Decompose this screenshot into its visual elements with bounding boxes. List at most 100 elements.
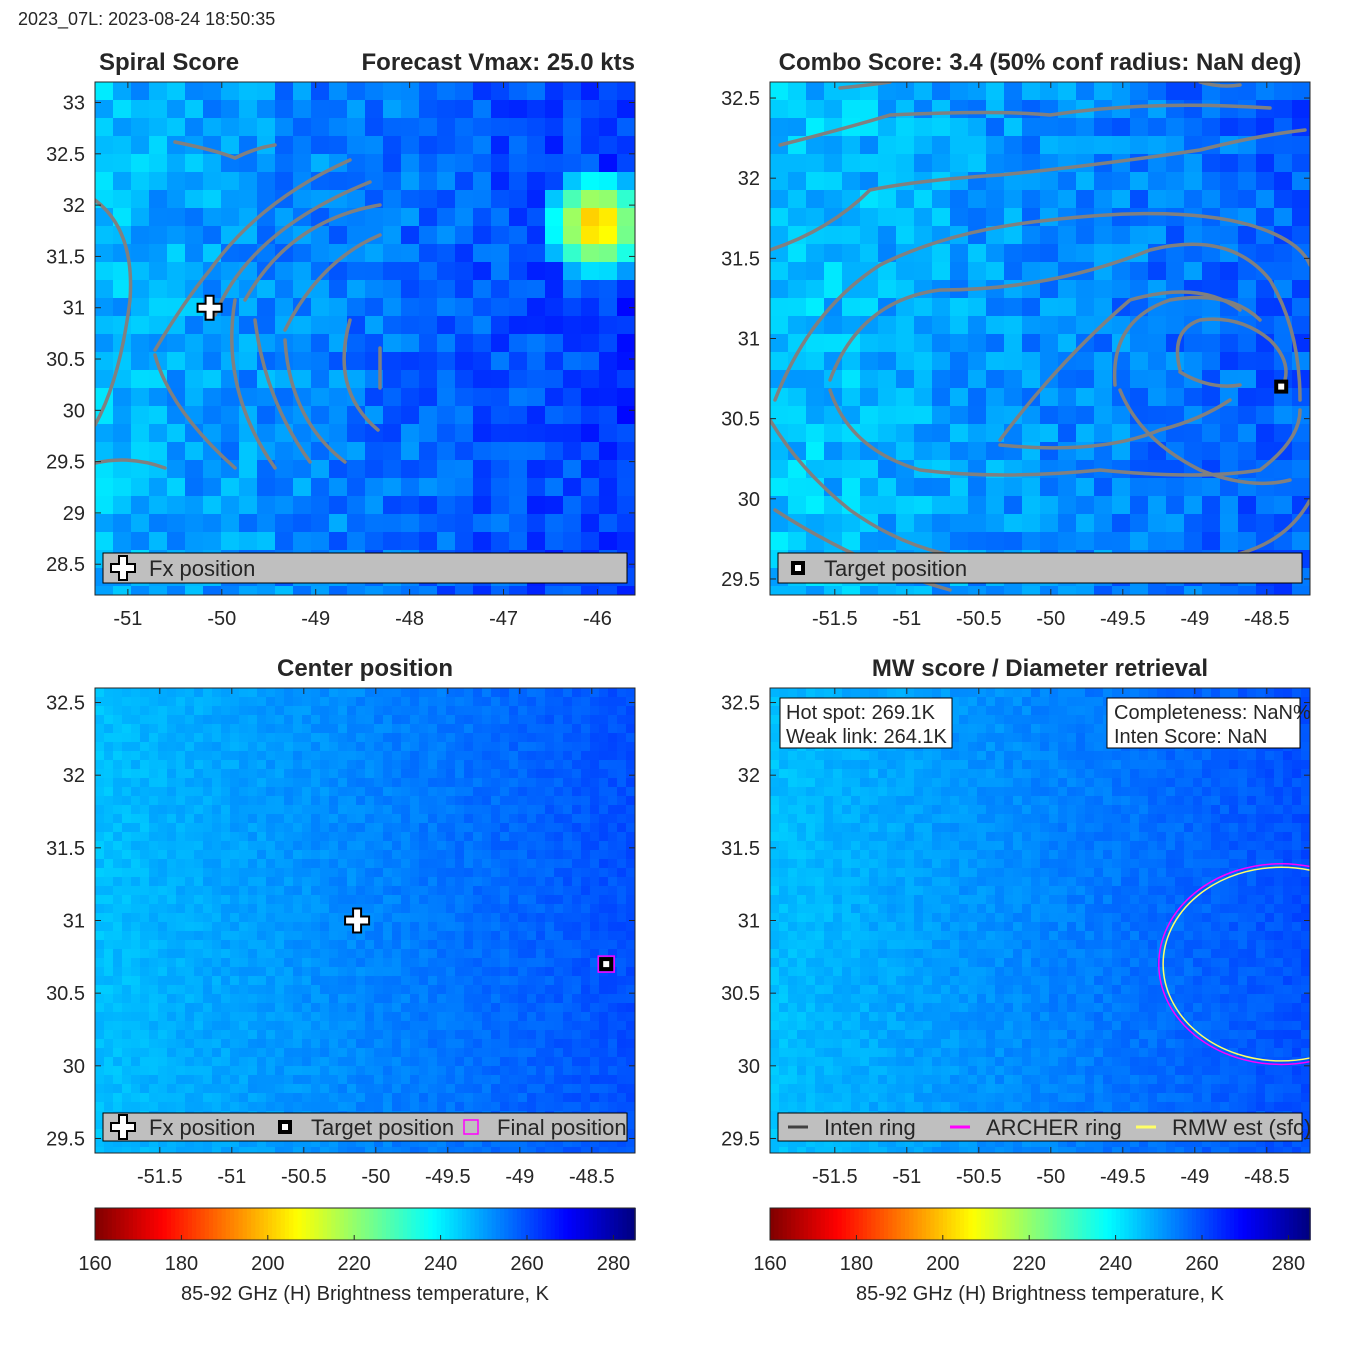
tb-cell [113, 886, 123, 896]
tb-cell [185, 100, 204, 119]
tb-cell [464, 715, 474, 725]
tb-cell [617, 958, 627, 968]
tb-cell [374, 895, 384, 905]
tb-cell [617, 460, 635, 479]
tb-cell [410, 1039, 420, 1049]
tb-cell [347, 922, 357, 932]
tb-cell [257, 586, 276, 595]
tb-cell [329, 733, 339, 743]
tb-cell [446, 751, 456, 761]
tb-cell [581, 904, 591, 914]
tb-cell [518, 814, 528, 824]
tb-cell [140, 1084, 150, 1094]
tb-cell [491, 334, 510, 353]
tb-cell [572, 850, 582, 860]
tb-cell [95, 760, 105, 770]
tb-cell [770, 532, 789, 551]
tb-cell [1148, 190, 1167, 209]
tb-cell [194, 1012, 204, 1022]
tb-cell [149, 913, 159, 923]
tb-cell [275, 931, 285, 941]
tb-cell [599, 769, 609, 779]
tb-cell [473, 262, 492, 281]
tb-cell [383, 1075, 393, 1085]
tb-cell [383, 796, 393, 806]
tb-cell [563, 1039, 573, 1049]
tb-cell [104, 922, 114, 932]
tb-cell [365, 886, 375, 896]
tb-cell [113, 118, 132, 137]
tb-cell [293, 949, 303, 959]
tb-cell [590, 769, 600, 779]
tb-cell [203, 958, 213, 968]
tb-cell [392, 1084, 402, 1094]
tb-cell [410, 832, 420, 842]
tb-cell [230, 922, 240, 932]
tb-cell [572, 769, 582, 779]
tb-cell [122, 877, 132, 887]
tb-cell [788, 442, 807, 461]
tb-cell [788, 298, 807, 317]
tb-cell [284, 931, 294, 941]
tb-cell [446, 1084, 456, 1094]
tb-cell [401, 1048, 411, 1058]
tb-cell [131, 706, 141, 716]
tb-cell [617, 226, 635, 245]
tb-cell [131, 1012, 141, 1022]
tb-cell [1040, 118, 1059, 137]
tb-cell [473, 850, 483, 860]
tb-cell [554, 814, 564, 824]
tb-cell [311, 958, 321, 968]
tb-cell [617, 478, 635, 497]
tb-cell [194, 931, 204, 941]
tb-cell [131, 154, 150, 173]
tb-cell [491, 904, 501, 914]
tb-cell [149, 1102, 159, 1112]
tb-cell [194, 949, 204, 959]
tb-cell [131, 298, 150, 317]
tb-cell [347, 814, 357, 824]
tb-cell [464, 967, 474, 977]
tb-cell [257, 1030, 267, 1040]
tb-cell [275, 868, 285, 878]
tb-cell [167, 1021, 177, 1031]
tb-cell [311, 352, 330, 371]
tb-cell [626, 1111, 635, 1121]
tb-cell [230, 769, 240, 779]
tb-cell [599, 478, 618, 497]
tb-cell [563, 262, 582, 281]
tb-cell [311, 370, 330, 389]
tb-cell [599, 706, 609, 716]
tb-cell [1274, 244, 1293, 263]
tb-cell [365, 706, 375, 716]
tb-cell [239, 1012, 249, 1022]
tb-cell [914, 388, 933, 407]
tb-cell [401, 841, 411, 851]
tb-cell [1004, 82, 1023, 101]
tb-cell [383, 742, 393, 752]
tb-cell [401, 976, 411, 986]
tb-cell [167, 1093, 177, 1103]
tb-cell [392, 1030, 402, 1040]
tb-cell [158, 1039, 168, 1049]
tb-cell [419, 1075, 429, 1085]
tb-cell [365, 769, 375, 779]
tb-cell [104, 1012, 114, 1022]
tb-cell [968, 208, 987, 227]
tb-cell [473, 1075, 483, 1085]
tb-cell [554, 742, 564, 752]
tb-cell [104, 886, 114, 896]
tb-cell [563, 832, 573, 842]
tb-cell [1040, 262, 1059, 281]
tb-cell [581, 715, 591, 725]
tb-cell [617, 895, 627, 905]
tb-cell [95, 841, 105, 851]
tb-cell [599, 733, 609, 743]
tb-cell [464, 787, 474, 797]
tb-cell [545, 1048, 555, 1058]
tb-cell [1130, 136, 1149, 155]
tb-cell [500, 688, 510, 698]
tb-cell [464, 760, 474, 770]
tb-cell [536, 715, 546, 725]
tb-cell [491, 706, 501, 716]
